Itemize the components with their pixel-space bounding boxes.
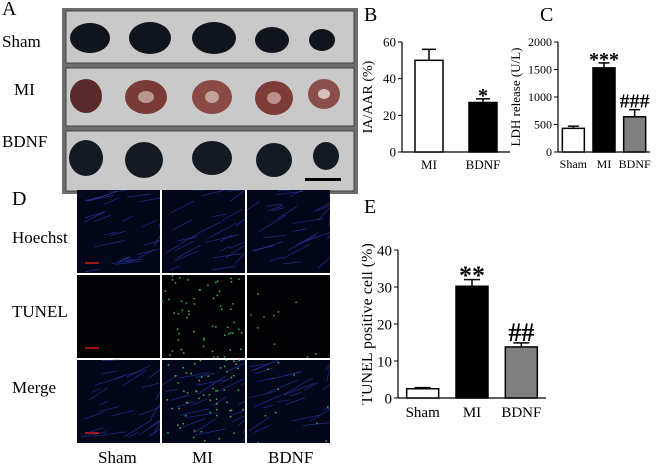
- chart-c-x-tick-label: MI: [597, 157, 612, 171]
- chart-c-y-tick-label: 2000: [528, 35, 552, 49]
- panel-letter-e: E: [364, 196, 377, 218]
- chart-e-significance-bdnf: ##: [508, 318, 534, 347]
- bdnf-slices: [69, 140, 339, 178]
- chart-c-significance-mi: ***: [589, 49, 619, 71]
- chart-c-bar-sham: [561, 127, 586, 153]
- sham-slices: [70, 22, 335, 54]
- panel-d-row-label-hoechst: Hoechst: [12, 228, 68, 247]
- chart-b-significance-bdnf: *: [478, 85, 488, 107]
- chart-e-y-tick-label: 20: [377, 317, 392, 333]
- chart-c-y-tick-label: 1000: [528, 90, 552, 104]
- chart-e-x-tick-label: BDNF: [501, 405, 541, 421]
- chart-b: 0 20 40 60 IA/AAR (%) MI * BDNF: [362, 35, 510, 172]
- tunel-sham-tile: [77, 275, 160, 358]
- chart-e-x-tick-label: MI: [463, 405, 481, 421]
- panel-d-col-label-sham: Sham: [98, 448, 137, 467]
- merge-sham-tile: [77, 359, 161, 443]
- panel-letter-b: B: [364, 4, 378, 26]
- panel-a-row-label-mi: MI: [14, 80, 35, 99]
- merge-mi-tile: [161, 359, 246, 443]
- panel-d-col-label-mi: MI: [192, 448, 213, 467]
- panel-a-row-label-sham: Sham: [2, 32, 41, 51]
- chart-c-y-axis-label: LDH release (U/L): [510, 48, 523, 147]
- chart-e-bar-bdnf: [504, 346, 539, 399]
- chart-c: 0 500 1000 1500 2000 LDH release (U/L) Sham ***…: [510, 35, 651, 171]
- chart-e-x-tick-label: Sham: [406, 405, 441, 421]
- hoechst-bdnf-tile: [246, 190, 330, 273]
- chart-c-significance-bdnf: ###: [620, 91, 650, 113]
- chart-e-bar-mi: [455, 285, 489, 399]
- panel-d-col-label-bdnf: BDNF: [268, 448, 314, 467]
- chart-e-bar-sham: [405, 388, 440, 399]
- chart-b-bar-mi: [414, 59, 444, 153]
- chart-c-y-tick-label: 1500: [528, 63, 552, 77]
- chart-e-significance-mi: **: [459, 261, 485, 290]
- merge-bdnf-tile: [247, 359, 330, 443]
- chart-b-y-tick-label: 40: [383, 71, 396, 86]
- chart-c-bar-bdnf: [622, 116, 647, 153]
- panel-letter-a: A: [2, 0, 17, 20]
- heart-slice-photo: [62, 8, 358, 194]
- chart-c-x-tick-label: BDNF: [619, 157, 651, 171]
- tunel-bdnf-tile: [247, 275, 330, 358]
- panel-d-row-label-merge: Merge: [12, 378, 57, 397]
- chart-b-y-axis-label: IA/AAR (%): [362, 60, 376, 133]
- chart-c-y-tick-label: 500: [534, 118, 552, 132]
- chart-c-y-tick-label: 0: [546, 145, 552, 159]
- chart-e-y-tick-label: 30: [377, 280, 392, 296]
- chart-e-y-axis-label: TUNEL positive cell (%): [362, 243, 376, 405]
- chart-b-x-tick-label: BDNF: [466, 157, 501, 172]
- panel-d-row-label-tunel: TUNEL: [12, 302, 68, 321]
- tunel-mi-tile: [161, 274, 245, 359]
- chart-c-bar-mi: [592, 67, 616, 153]
- chart-e-y-tick-label: 10: [377, 354, 392, 370]
- hoechst-sham-tile: [77, 190, 161, 273]
- chart-e-y-tick-label: 0: [385, 391, 393, 407]
- hoechst-mi-tile: [162, 190, 246, 273]
- panel-letter-c: C: [540, 4, 554, 26]
- chart-b-y-tick-label: 0: [390, 145, 397, 160]
- scale-bar: [305, 178, 341, 181]
- chart-b-y-tick-label: 20: [383, 108, 396, 123]
- panel-a-row-label-bdnf: BDNF: [2, 132, 48, 151]
- chart-b-bar-bdnf: [468, 101, 498, 153]
- chart-b-y-tick-label: 60: [383, 35, 396, 50]
- tunel-staining-grid: [77, 190, 330, 443]
- chart-e-y-tick-label: 40: [377, 243, 392, 259]
- chart-b-x-tick-label: MI: [421, 157, 437, 172]
- panel-letter-d: D: [12, 188, 27, 210]
- chart-c-x-tick-label: Sham: [560, 157, 588, 171]
- mi-slices: [70, 79, 340, 115]
